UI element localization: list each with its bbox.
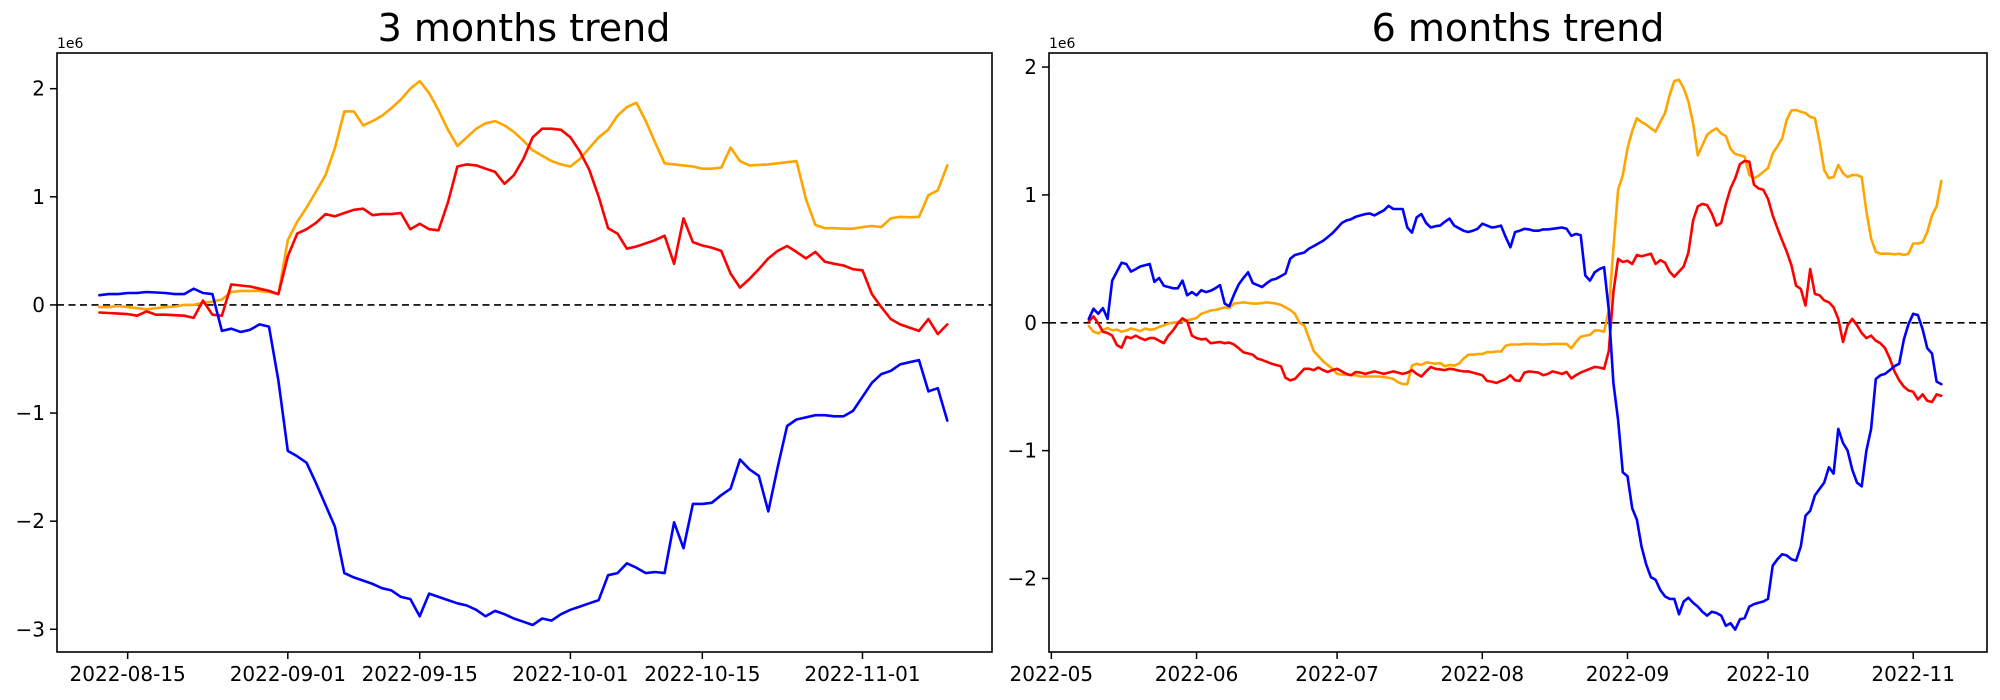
orange-series-line <box>98 79 949 311</box>
y-tick-label: −1 <box>1008 439 1037 463</box>
y-tick-label: −1 <box>16 401 45 425</box>
y-tick-label: 1 <box>32 185 45 209</box>
x-tick-label: 2022-11-01 <box>804 662 920 686</box>
y-tick-label: 1 <box>1024 183 1037 207</box>
y-tick-label: −3 <box>16 617 45 641</box>
blue-series-line <box>1087 204 1943 631</box>
blue-series-line <box>98 287 949 627</box>
y-axis-offset-label-right: 1e6 <box>1049 36 1076 52</box>
x-tick-label: 2022-09 <box>1586 662 1670 686</box>
x-tick-label: 2022-09-15 <box>362 662 478 686</box>
x-tick-label: 2022-06 <box>1155 662 1239 686</box>
axes-box <box>1048 52 1988 653</box>
y-axis-offset-label-left: 1e6 <box>57 36 84 52</box>
chart-1: 2022-05 2022-06 2022-07 2022-08 2022-09 2022-… <box>1008 52 1988 686</box>
axes-box <box>56 52 993 653</box>
red-series-line <box>1087 159 1943 404</box>
chart-0: 2022-08-15 2022-09-01 2022-09-15 2022-10-01… <box>16 52 993 686</box>
x-tick-label: 2022-07 <box>1295 662 1379 686</box>
y-tick-label: −2 <box>16 509 45 533</box>
y-tick-label: 2 <box>1024 55 1037 79</box>
red-series-line <box>98 127 949 336</box>
chart-title-3-months: 3 months trend <box>377 6 671 50</box>
y-tick-label: 0 <box>32 293 45 317</box>
x-tick-label: 2022-09-01 <box>230 662 346 686</box>
x-tick-label: 2022-08-15 <box>70 662 186 686</box>
x-tick-label: 2022-10-01 <box>512 662 628 686</box>
x-tick-label: 2022-08 <box>1440 662 1524 686</box>
y-tick-label: −2 <box>1008 566 1037 590</box>
x-tick-label: 2022-10-15 <box>644 662 760 686</box>
y-tick-label: 2 <box>32 77 45 101</box>
x-tick-label: 2022-05 <box>1010 662 1094 686</box>
chart-title-6-months: 6 months trend <box>1371 6 1665 50</box>
orange-series-line <box>1087 78 1943 386</box>
x-tick-label: 2022-10 <box>1726 662 1810 686</box>
x-tick-label: 2022-11 <box>1871 662 1955 686</box>
y-tick-label: 0 <box>1024 311 1037 335</box>
